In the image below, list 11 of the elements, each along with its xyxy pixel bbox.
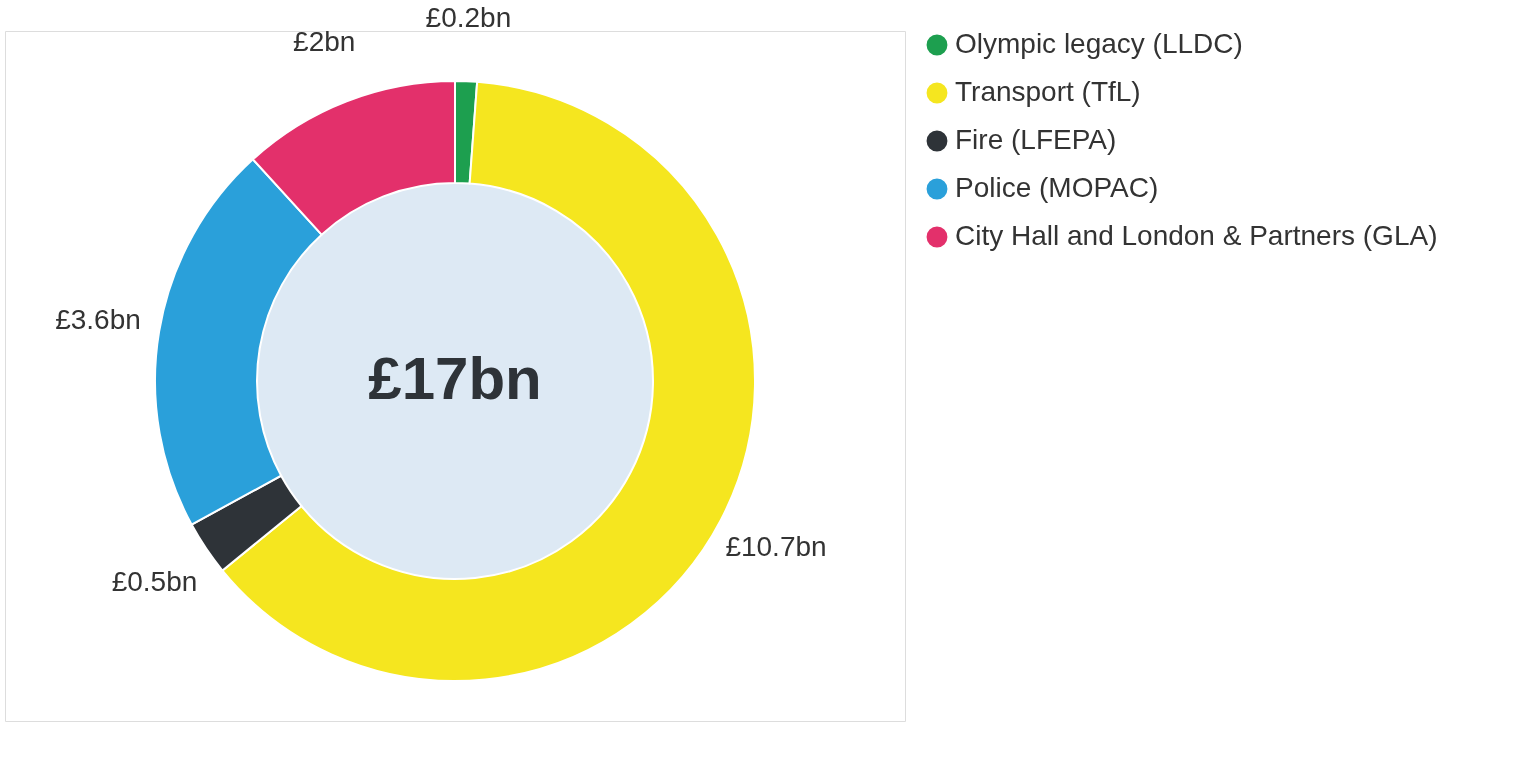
data-label: £10.7bn: [725, 531, 827, 563]
legend-label: City Hall and London & Partners (GLA): [955, 220, 1438, 251]
text: £17bn: [368, 345, 542, 412]
data-label: £2bn: [293, 26, 356, 58]
data-label: £3.6bn: [55, 304, 141, 336]
legend-label: Fire (LFEPA): [955, 124, 1117, 155]
legend-label: Olympic legacy (LLDC): [955, 28, 1243, 59]
legend-label: Transport (TfL): [955, 76, 1141, 107]
data-label: £0.2bn: [425, 2, 512, 34]
data-label: £0.5bn: [111, 565, 198, 597]
legend-label: Police (MOPAC): [955, 172, 1159, 203]
